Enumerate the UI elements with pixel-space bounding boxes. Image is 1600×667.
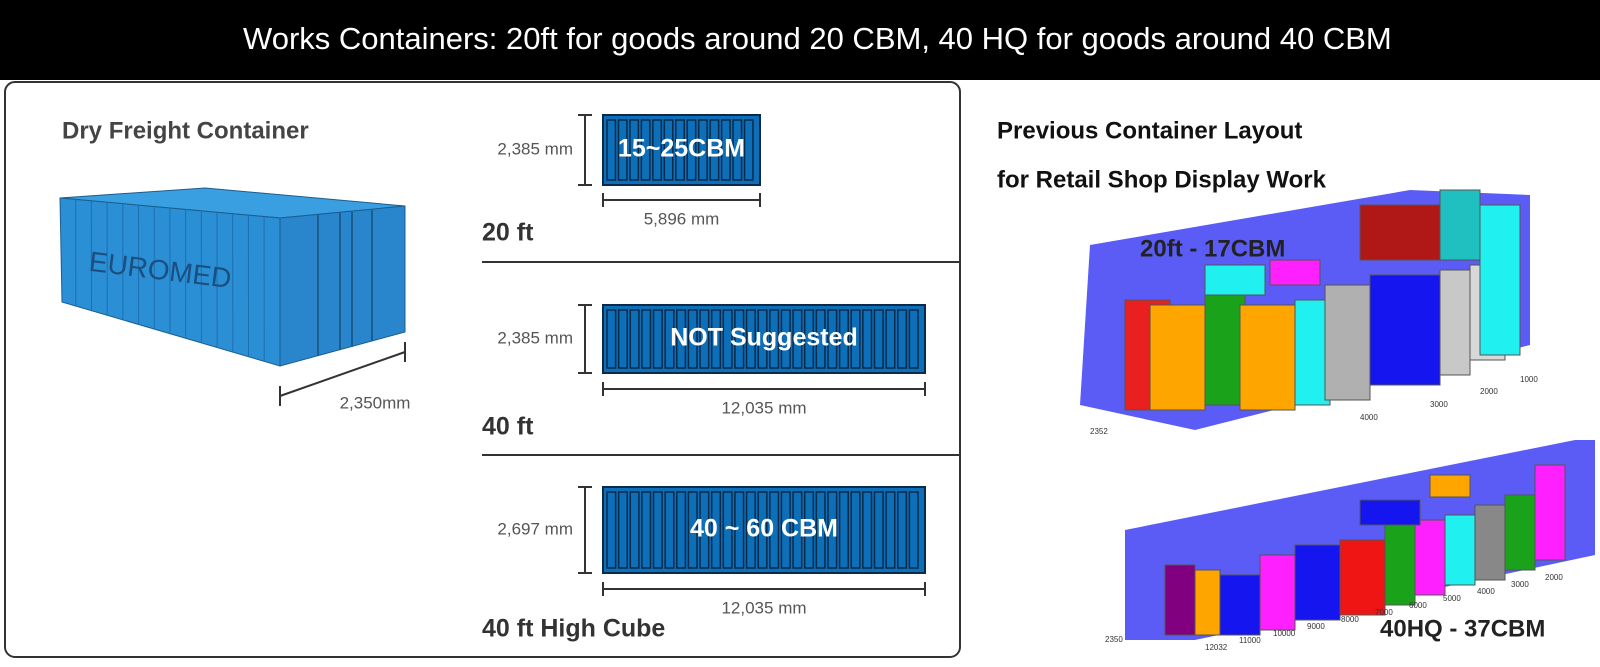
width-label: 2,350mm: [340, 393, 411, 412]
height-label: 2,697 mm: [497, 519, 573, 538]
axis-label: 12032: [1205, 643, 1228, 652]
axis-label: 2352: [1090, 427, 1108, 436]
axis-label: 2000: [1480, 387, 1498, 396]
axis-label: 7000: [1375, 608, 1393, 617]
axis-label: 4000: [1360, 413, 1378, 422]
axis-label: 3000: [1511, 580, 1529, 589]
header-title: Works Containers: 20ft for goods around …: [243, 21, 1392, 56]
panel-title: Dry Freight Container: [62, 117, 309, 144]
axis-label: 6000: [1409, 601, 1427, 610]
height-label: 2,385 mm: [497, 139, 573, 158]
height-label: 2,385 mm: [497, 328, 573, 347]
axis-label: 4000: [1477, 587, 1495, 596]
container-name: 40 ft: [482, 413, 534, 441]
axis-label: 2350: [1105, 635, 1123, 644]
right-subtitle: for Retail Shop Display Work: [997, 166, 1327, 193]
layout-label: 20ft - 17CBM: [1140, 235, 1285, 262]
capacity-label: 40 ~ 60 CBM: [690, 515, 838, 543]
axis-label: 8000: [1341, 615, 1359, 624]
axis-label: 9000: [1307, 622, 1325, 631]
axis-label: 3000: [1430, 400, 1448, 409]
layout-label: 40HQ - 37CBM: [1380, 615, 1545, 642]
container-name: 20 ft: [482, 219, 534, 247]
length-label: 5,896 mm: [644, 209, 720, 228]
length-label: 12,035 mm: [721, 398, 806, 417]
container-name: 40 ft High Cube: [482, 615, 665, 643]
length-label: 12,035 mm: [721, 598, 806, 617]
right-title: Previous Container Layout: [997, 117, 1302, 144]
layout-20ft: 20ft - 17CBM 1000 2000 3000 4000 2352: [1080, 190, 1538, 436]
axis-label: 1000: [1520, 375, 1538, 384]
capacity-label: 15~25CBM: [618, 135, 745, 163]
axis-label: 2000: [1545, 573, 1563, 582]
axis-label: 11000: [1239, 636, 1261, 645]
axis-label: 5000: [1443, 594, 1461, 603]
layout-40hq: 40HQ - 37CBM 2000 3000 4000 5000 6000 7000 800…: [1105, 440, 1595, 652]
axis-label: 10000: [1273, 629, 1296, 638]
capacity-label: NOT Suggested: [670, 324, 858, 352]
